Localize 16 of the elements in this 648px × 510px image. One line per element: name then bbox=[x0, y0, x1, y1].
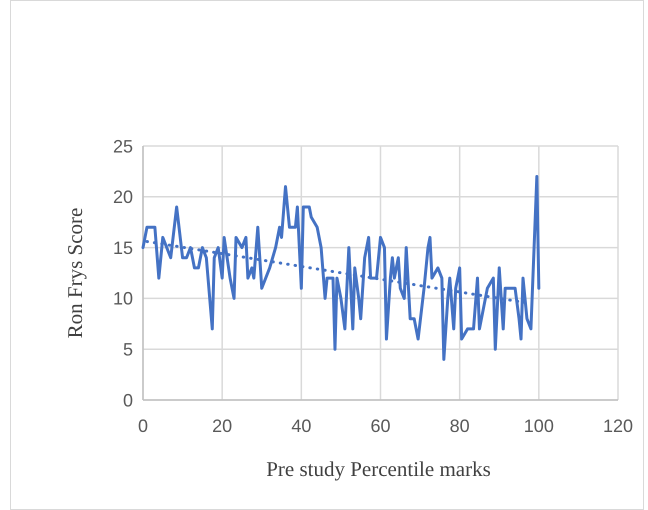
x-tick-label: 0 bbox=[138, 416, 148, 436]
x-tick-label: 20 bbox=[212, 416, 232, 436]
x-tick-label: 80 bbox=[450, 416, 470, 436]
x-tick-label: 120 bbox=[602, 416, 634, 436]
x-axis-title: Pre study Percentile marks bbox=[266, 457, 491, 481]
y-tick-label: 15 bbox=[112, 238, 133, 258]
y-tick-label: 0 bbox=[122, 390, 133, 410]
x-tick-label: 40 bbox=[291, 416, 312, 436]
line-series bbox=[142, 174, 540, 361]
y-tick-label: 10 bbox=[112, 288, 133, 309]
x-tick-label: 60 bbox=[370, 416, 391, 436]
y-tick-label: 5 bbox=[122, 340, 133, 360]
x-tick-label: 100 bbox=[524, 416, 554, 436]
y-axis-title: Ron Frys Score bbox=[63, 208, 87, 338]
y-tick-label: 25 bbox=[112, 136, 133, 156]
y-tick-label: 20 bbox=[112, 187, 133, 208]
